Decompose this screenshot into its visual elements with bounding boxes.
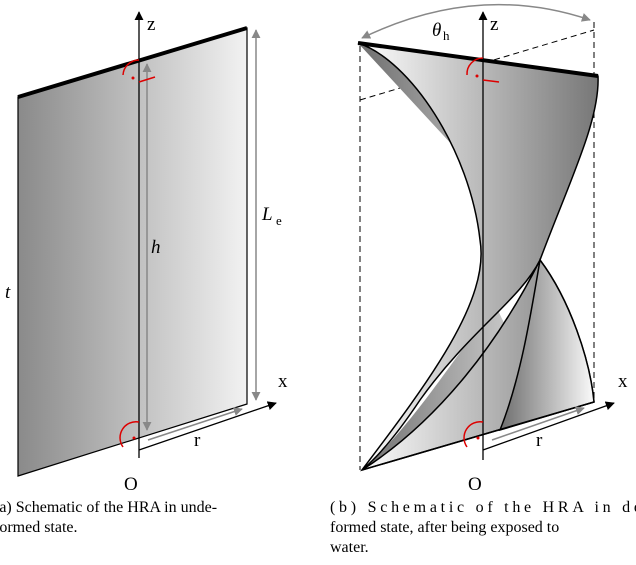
theta-label: θ [432, 20, 441, 41]
right-angle-dot [476, 75, 479, 78]
r-label: r [194, 430, 201, 451]
strip [18, 28, 247, 476]
panel-a: z h L e t x O r (a) Schematic of the HRA… [0, 12, 288, 536]
theta-subscript: h [443, 28, 450, 43]
right-angle-dot [132, 77, 135, 80]
right-angle-dot [477, 437, 480, 440]
le-label: L [261, 204, 273, 225]
right-angle-dot [133, 437, 136, 440]
h-label: h [151, 237, 161, 258]
theta-arrow [362, 5, 590, 38]
le-subscript: e [276, 213, 282, 228]
caption-line: formed state, after being exposed to [330, 519, 559, 536]
x-label: x [278, 371, 288, 392]
t-label: t [5, 282, 11, 303]
caption-line: (b) Schematic of the HRA in de- [330, 499, 636, 516]
origin-label: O [468, 474, 482, 495]
z-label: z [490, 14, 498, 35]
origin-label: O [124, 474, 138, 495]
x-label: x [618, 371, 628, 392]
panel-b: θ h z x O r (b) Schematic of the HRA in … [330, 5, 636, 556]
caption-line: water. [330, 539, 369, 556]
caption-line: (a) Schematic of the HRA in unde- [0, 499, 217, 516]
figure: z h L e t x O r (a) Schematic of the HRA… [0, 0, 636, 565]
r-label: r [536, 430, 543, 451]
z-label: z [147, 14, 155, 35]
caption-line: formed state. [0, 519, 78, 536]
